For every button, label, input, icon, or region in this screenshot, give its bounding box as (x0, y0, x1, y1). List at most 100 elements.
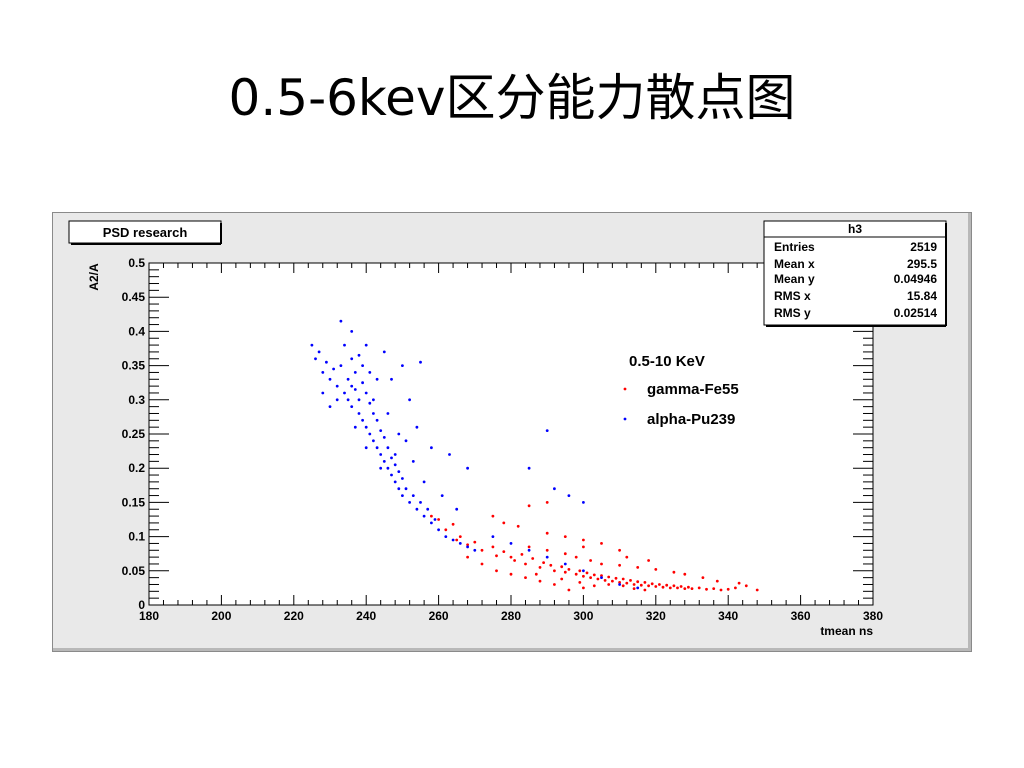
stats-label-entries: Entries (774, 240, 815, 254)
point-alpha-90 (364, 446, 368, 450)
point-alpha-41 (401, 477, 404, 480)
point-alpha-93 (404, 439, 408, 443)
point-gamma-24 (589, 576, 592, 579)
point-gamma-59 (744, 584, 748, 588)
point-alpha-82 (636, 586, 640, 590)
point-gamma-93 (683, 572, 687, 576)
point-gamma-14 (542, 561, 545, 564)
point-gamma-96 (737, 581, 741, 585)
point-alpha-88 (375, 377, 379, 381)
point-gamma-19 (567, 568, 571, 571)
point-gamma-58 (734, 586, 737, 590)
point-alpha-61 (382, 350, 386, 354)
point-alpha-94 (415, 425, 419, 429)
point-gamma-26 (596, 577, 600, 581)
point-gamma-57 (726, 587, 730, 591)
point-gamma-73 (553, 583, 556, 586)
point-gamma-55 (712, 587, 716, 590)
point-gamma-60 (755, 588, 759, 592)
point-gamma-81 (563, 535, 567, 538)
chart-frame: 180 200 220 240 260 280 300 320 340 360 380 0 0.05 0… (52, 212, 972, 652)
point-alpha-99 (397, 432, 401, 436)
point-gamma-30 (611, 579, 614, 583)
point-alpha-10 (343, 343, 346, 347)
point-gamma-9 (513, 559, 516, 562)
point-alpha-74 (491, 535, 495, 538)
point-alpha-14 (350, 405, 354, 408)
point-gamma-90 (582, 545, 585, 549)
stats-value-entries: 2519 (910, 240, 937, 254)
point-gamma-84 (618, 548, 621, 552)
point-gamma-8 (509, 555, 513, 559)
y-tick-label: 0.05 (122, 564, 146, 578)
stats-value-rms-x: 15.84 (907, 289, 937, 303)
point-gamma-53 (697, 586, 701, 590)
point-gamma-80 (545, 531, 549, 535)
y-tick-label: 0.5 (128, 256, 145, 270)
point-gamma-68 (636, 566, 640, 569)
point-gamma-83 (600, 542, 603, 545)
point-gamma-12 (531, 557, 535, 560)
point-gamma-69 (654, 568, 658, 571)
point-alpha-31 (382, 436, 386, 439)
x-tick-label: 340 (718, 609, 738, 623)
y-tick-label: 0.35 (122, 359, 146, 373)
point-gamma-49 (679, 585, 683, 588)
x-tick-label: 240 (356, 609, 376, 623)
point-gamma-42 (654, 585, 658, 588)
point-gamma-28 (603, 579, 607, 582)
y-tick-label: 0.3 (128, 393, 145, 407)
point-gamma-13 (538, 566, 542, 569)
point-alpha-85 (321, 391, 325, 395)
point-gamma-29 (607, 575, 611, 579)
point-gamma-37 (636, 580, 640, 584)
point-alpha-16 (353, 388, 357, 391)
y-tick-label: 0.45 (122, 290, 146, 304)
point-gamma-61 (527, 545, 531, 549)
point-gamma-38 (639, 583, 643, 587)
point-gamma-10 (520, 553, 524, 556)
point-alpha-67 (448, 453, 451, 456)
point-gamma-31 (614, 576, 618, 580)
point-gamma-71 (582, 586, 585, 590)
legend-header: 0.5-10 KeV (629, 353, 705, 370)
point-gamma-87 (491, 514, 495, 518)
point-gamma-33 (621, 577, 625, 581)
point-alpha-17 (357, 398, 361, 402)
point-gamma-6 (495, 554, 498, 558)
point-alpha-47 (419, 501, 422, 504)
point-alpha-95 (357, 353, 361, 357)
point-alpha-37 (393, 463, 397, 467)
point-gamma-25 (592, 573, 596, 577)
point-alpha-42 (401, 494, 404, 497)
y-tick-label: 0.4 (128, 324, 145, 338)
point-alpha-54 (451, 538, 455, 542)
x-tick-label: 320 (646, 609, 666, 623)
point-gamma-20 (574, 572, 578, 576)
point-gamma-64 (574, 555, 578, 559)
point-alpha-11 (346, 377, 350, 381)
x-tick-label: 300 (573, 609, 593, 623)
point-alpha-70 (545, 429, 549, 432)
point-gamma-72 (567, 588, 571, 592)
y-tick-label: 0.15 (122, 495, 146, 509)
point-alpha-35 (390, 456, 393, 460)
x-tick-label: 260 (429, 609, 449, 623)
point-gamma-99 (451, 522, 455, 526)
point-alpha-46 (415, 507, 419, 511)
point-alpha-29 (379, 429, 383, 432)
point-gamma-94 (701, 576, 705, 579)
scatter-chart: 180 200 220 240 260 280 300 320 340 360 380 00.050… (68, 220, 947, 638)
point-alpha-98 (386, 412, 390, 415)
point-gamma-97 (437, 518, 440, 521)
point-alpha-27 (375, 418, 379, 422)
point-gamma-70 (672, 570, 676, 574)
point-alpha-39 (397, 470, 401, 473)
point-gamma-1 (455, 538, 459, 542)
y-tick-label: 0.1 (128, 530, 145, 544)
point-alpha-60 (364, 343, 368, 347)
point-alpha-23 (368, 401, 372, 405)
point-gamma-79 (466, 555, 469, 559)
data-points (310, 319, 759, 592)
chart-title: PSD research (103, 225, 188, 240)
